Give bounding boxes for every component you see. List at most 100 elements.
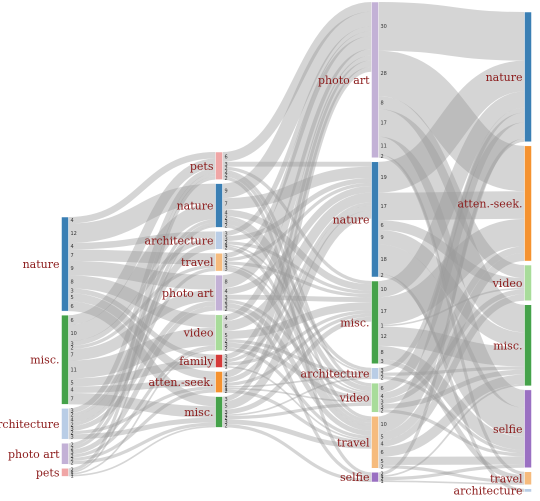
label-c2_architecture: architecture <box>301 367 370 380</box>
flow-count-c1_attenseek-to-c2_misc: 2 <box>225 382 228 388</box>
flow-c1_video-to-c2_misc <box>222 302 372 340</box>
flow-count-c1_nature-to-c2_nature: 7 <box>225 202 228 208</box>
node-c1_video <box>215 314 223 351</box>
flow-c2_nature-to-c3_video <box>378 220 525 288</box>
flow-c0_architecture-to-c1_nature <box>68 219 216 417</box>
flow-count-c0_photoart-to-c1_misc: 2 <box>71 460 74 466</box>
flow-count-c2_video-to-c3_misc: 3 <box>381 404 384 410</box>
flow-c1_pets-to-c2_misc <box>222 166 372 285</box>
flow-count-c1_nature-to-c2_travel: 2 <box>225 224 228 230</box>
flow-c0_nature-to-c1_architecture <box>68 231 216 250</box>
flow-count-c2_travel-to-c3_nature: 10 <box>381 422 387 428</box>
flow-c0_photoart-to-c1_video <box>68 345 216 458</box>
flow-count-c1_video-to-c2_nature: 6 <box>225 324 228 330</box>
flow-c0_nature-to-c1_video <box>68 275 216 328</box>
flow-count-c2_video-to-c3_video: 3 <box>381 400 384 406</box>
flow-c2_video-to-c3_misc <box>378 369 525 410</box>
flow-c0_pets-to-c1_pets <box>68 176 216 472</box>
flow-c0_photoart-to-c1_misc <box>68 422 216 465</box>
flow-count-c1_pets-to-c2_video: 2 <box>225 169 228 175</box>
flow-c0_nature-to-c1_photoart <box>68 260 216 290</box>
flow-count-c2_photoart-to-c3_video: 8 <box>381 100 384 106</box>
flow-count-c0_misc-to-c1_nature: 10 <box>71 331 77 337</box>
node-c1_pets <box>215 151 223 180</box>
flow-c1_photoart-to-c2_nature <box>222 186 372 295</box>
flow-count-c1_nature-to-c2_video: 3 <box>225 220 228 226</box>
flow-count-c1_misc-to-c2_nature: 5 <box>225 403 228 409</box>
flow-count-c0_misc-to-c1_attenseek: 4 <box>71 388 74 394</box>
flow-c0_misc-to-c1_attenseek <box>68 379 216 394</box>
flow-c1_pets-to-c2_photoart <box>222 2 372 162</box>
flow-count-c0_misc-to-c1_photoart: 7 <box>71 353 74 359</box>
node-c3_nature <box>524 11 532 143</box>
flow-c0_misc-to-c1_architecture <box>68 237 216 346</box>
node-c0_pets <box>61 468 69 477</box>
flow-count-c2_nature-to-c3_misc: 9 <box>381 235 384 241</box>
flow-c1_video-to-c2_architecture <box>222 339 372 376</box>
node-c1_nature <box>215 183 223 228</box>
label-c2_photoart: photo art <box>318 74 370 87</box>
flow-c0_nature-to-c1_travel <box>68 249 216 265</box>
flow-c1_attenseek-to-c2_misc <box>222 313 372 387</box>
flow-c1_family-to-c2_misc <box>222 310 372 366</box>
flow-count-c1_travel-to-c2_misc: 2 <box>225 261 228 267</box>
flow-count-c0_nature-to-c1_nature: 12 <box>71 231 77 237</box>
label-c3_attenseek: atten.-seek. <box>457 197 522 210</box>
flow-c1_family-to-c2_photoart <box>222 55 372 360</box>
flow-count-c1_video-to-c2_video: 3 <box>225 343 228 349</box>
flow-c1_travel-to-c2_video <box>222 264 372 393</box>
flow-c1_photoart-to-c2_selfie <box>222 307 372 479</box>
flow-c0_architecture-to-c1_photoart <box>68 301 216 432</box>
flow-count-c2_travel-to-c3_video: 4 <box>381 442 384 448</box>
flow-count-c1_misc-to-c2_photoart: 3 <box>225 397 228 403</box>
flow-c2_misc-to-c3_video <box>378 287 525 327</box>
node-c3_video <box>524 264 532 301</box>
flow-count-c1_attenseek-to-c2_nature: 3 <box>225 378 228 384</box>
flow-count-c1_pets-to-c2_photoart: 6 <box>225 155 228 161</box>
flow-c2_travel-to-c3_nature <box>377 122 526 433</box>
flow-c0_photoart-to-c1_pets <box>68 173 216 447</box>
label-c3_travel: travel <box>490 472 523 485</box>
flow-count-c0_architecture-to-c1_misc: 3 <box>71 435 74 441</box>
flow-count-c1_photoart-to-c2_travel: 3 <box>225 303 228 309</box>
node-c2_misc <box>371 280 379 365</box>
flow-count-c1_architecture-to-c2_nature: 3 <box>225 237 228 243</box>
label-c1_travel: travel <box>181 256 214 269</box>
flow-count-c0_architecture-to-c1_pets: 3 <box>71 409 74 415</box>
flow-c1_attenseek-to-c2_video <box>222 387 372 403</box>
flow-c0_photoart-to-c1_photoart <box>68 305 216 455</box>
node-c3_misc <box>524 304 532 387</box>
flow-count-c1_nature-to-c2_architecture: 2 <box>225 215 228 221</box>
flow-c2_travel-to-c3_travel <box>378 465 525 484</box>
flow-c0_architecture-to-c1_travel <box>68 267 216 427</box>
flow-count-c1_pets-to-c2_nature: 3 <box>225 162 228 168</box>
flow-count-c2_nature-to-c3_selfie: 18 <box>381 257 387 263</box>
flow-count-c2_photoart-to-c3_attenseek: 28 <box>381 71 387 77</box>
flow-c0_nature-to-c1_attenseek <box>68 293 216 380</box>
node-c3_selfie <box>524 389 532 469</box>
flow-count-c0_photoart-to-c1_nature: 2 <box>71 446 74 452</box>
flow-count-c1_family-to-c2_nature: 2 <box>225 359 228 365</box>
label-c2_nature: nature <box>333 213 370 226</box>
flow-c0_photoart-to-c1_attenseek <box>68 389 216 462</box>
flow-c2_nature-to-c3_nature <box>377 60 526 193</box>
flow-c2_selfie-to-c3_misc <box>378 384 525 478</box>
flow-c0_pets-to-c1_video <box>68 348 216 475</box>
node-c3_architecture <box>524 488 532 493</box>
flow-c1_nature-to-c2_photoart <box>221 11 373 199</box>
flow-c1_misc-to-c2_selfie <box>222 424 372 482</box>
flow-c1_photoart-to-c2_video <box>222 299 372 397</box>
flow-c0_misc-to-c1_family <box>68 359 216 387</box>
flow-count-c1_misc-to-c2_misc: 3 <box>225 410 228 416</box>
flow-c2_travel-to-c3_attenseek <box>378 252 525 441</box>
flow-count-c1_misc-to-c2_travel: 3 <box>225 420 228 426</box>
label-c1_family: family <box>179 355 214 368</box>
flow-count-c0_architecture-to-c1_architecture: 4 <box>71 418 74 424</box>
label-c1_attenseek: atten.-seek. <box>148 376 213 389</box>
flow-count-c2_video-to-c3_nature: 6 <box>381 386 384 392</box>
flow-count-c0_nature-to-c1_family: 3 <box>71 289 74 295</box>
flow-c1_nature-to-c2_video <box>222 219 372 392</box>
flow-count-c1_attenseek-to-c2_architecture: 1 <box>225 385 228 391</box>
flow-c2_photoart-to-c3_video <box>377 96 526 279</box>
flow-count-c2_misc-to-c3_selfie: 8 <box>381 350 384 356</box>
